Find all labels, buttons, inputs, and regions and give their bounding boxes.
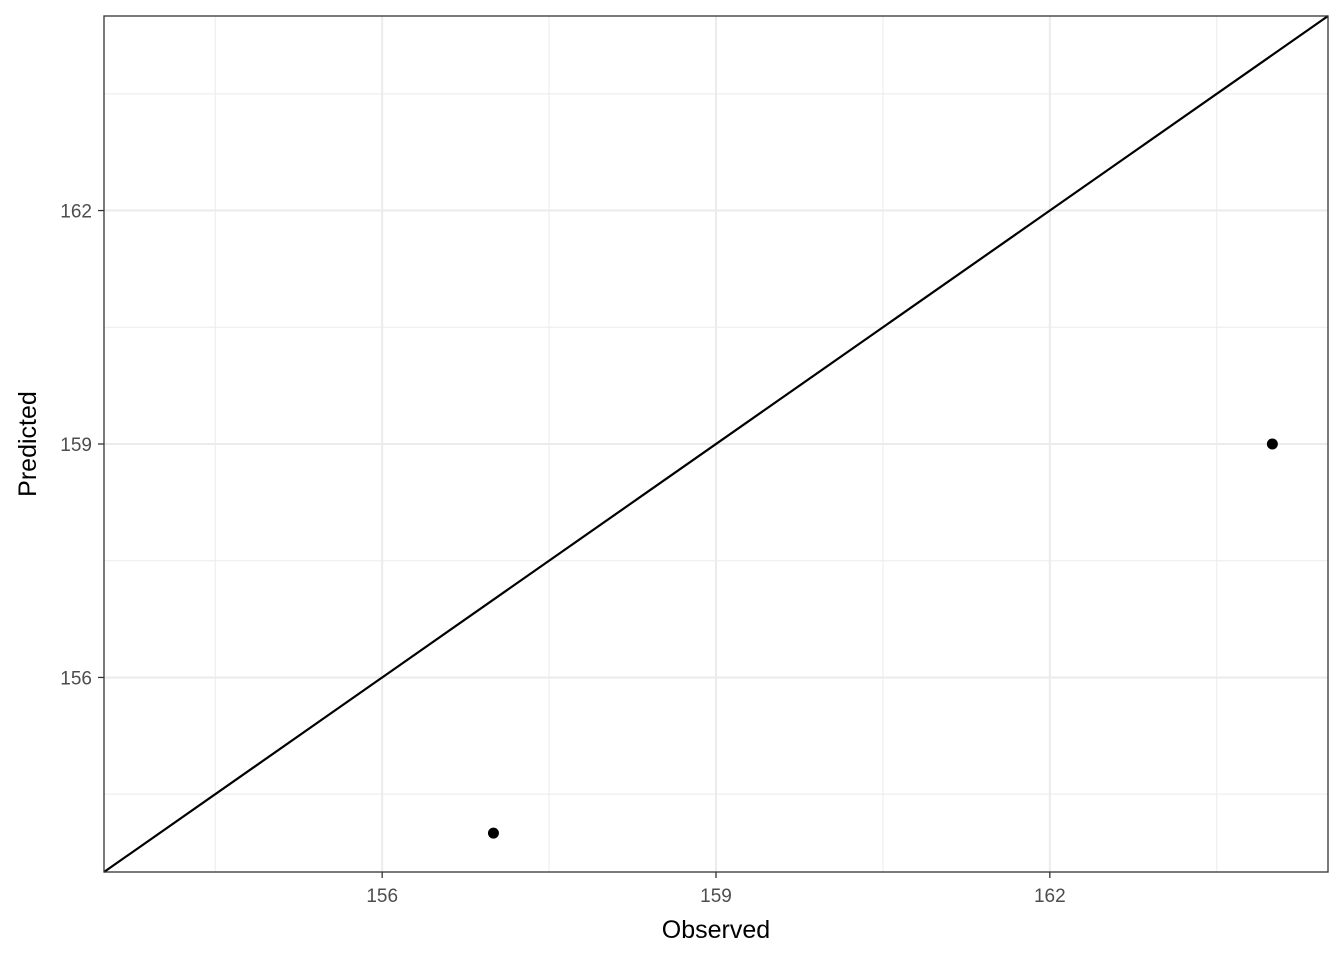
marks <box>103 15 1329 873</box>
y-tick-label: 162 <box>60 202 92 223</box>
data-point <box>487 827 499 839</box>
x-tick-label: 159 <box>700 886 732 907</box>
x-tick-label: 162 <box>1034 886 1066 907</box>
x-axis-title: Observed <box>662 916 770 944</box>
x-tick-label: 156 <box>366 886 398 907</box>
y-axis-title: Predicted <box>14 391 42 497</box>
y-tick-label: 156 <box>60 668 92 689</box>
data-point <box>1266 438 1278 450</box>
ticks: 156 159 162 156 159 162 <box>60 202 1065 907</box>
y-tick-label: 159 <box>60 435 92 456</box>
identity-line <box>103 15 1329 873</box>
